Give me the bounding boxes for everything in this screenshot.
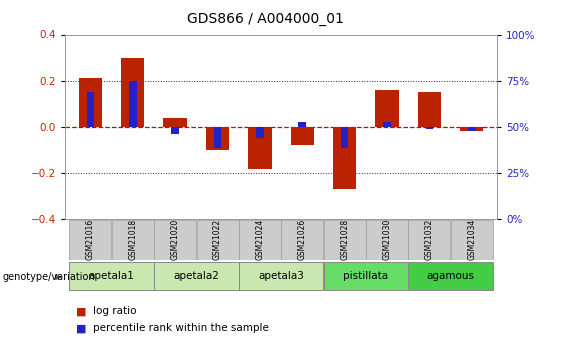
Bar: [112, 220, 154, 260]
Bar: [366, 220, 408, 260]
Bar: [69, 220, 111, 260]
Text: ■: ■: [76, 324, 87, 333]
Text: GSM21022: GSM21022: [213, 219, 222, 260]
Text: GSM21020: GSM21020: [171, 219, 180, 260]
Bar: [408, 220, 450, 260]
Bar: [333, 127, 357, 189]
Text: log ratio: log ratio: [93, 306, 137, 316]
Bar: [375, 90, 399, 127]
Bar: [79, 78, 102, 127]
Bar: [281, 220, 323, 260]
Text: apetala1: apetala1: [89, 271, 134, 281]
Text: GSM21034: GSM21034: [467, 219, 476, 260]
Bar: [468, 127, 476, 131]
Bar: [239, 220, 281, 260]
Bar: [324, 263, 408, 290]
Text: pistillata: pistillata: [344, 271, 388, 281]
Text: GSM21028: GSM21028: [340, 219, 349, 260]
Bar: [197, 220, 238, 260]
Bar: [121, 58, 145, 127]
Bar: [239, 263, 323, 290]
Bar: [86, 92, 94, 127]
Text: GSM21018: GSM21018: [128, 219, 137, 260]
Bar: [248, 127, 272, 169]
Bar: [324, 220, 366, 260]
Text: GSM21030: GSM21030: [383, 219, 392, 260]
Text: GSM21026: GSM21026: [298, 219, 307, 260]
Bar: [206, 127, 229, 150]
Bar: [418, 92, 441, 127]
Bar: [256, 127, 264, 138]
Text: GSM21032: GSM21032: [425, 219, 434, 260]
Bar: [341, 127, 349, 148]
Text: agamous: agamous: [427, 271, 475, 281]
Text: GSM21016: GSM21016: [86, 219, 95, 260]
Bar: [163, 118, 187, 127]
Bar: [451, 220, 493, 260]
Text: genotype/variation: genotype/variation: [3, 272, 95, 282]
Text: percentile rank within the sample: percentile rank within the sample: [93, 324, 269, 333]
Bar: [69, 263, 154, 290]
Text: apetala2: apetala2: [173, 271, 219, 281]
Bar: [214, 127, 221, 148]
Bar: [460, 127, 484, 131]
Bar: [425, 127, 433, 129]
Bar: [154, 263, 238, 290]
Bar: [154, 220, 196, 260]
Text: apetala3: apetala3: [258, 271, 304, 281]
Bar: [129, 81, 137, 127]
Text: ■: ■: [76, 306, 87, 316]
Bar: [171, 127, 179, 134]
Bar: [298, 122, 306, 127]
Bar: [383, 122, 391, 127]
Text: GDS866 / A004000_01: GDS866 / A004000_01: [187, 12, 344, 26]
Bar: [290, 127, 314, 145]
Bar: [408, 263, 493, 290]
Text: GSM21024: GSM21024: [255, 219, 264, 260]
